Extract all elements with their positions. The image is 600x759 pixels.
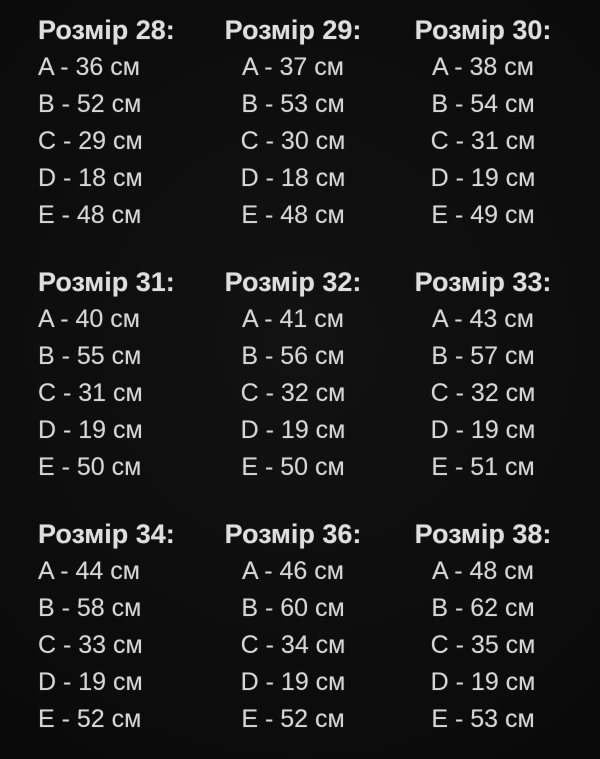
size-block-rows: A - 43 см B - 57 см C - 32 см D - 19 см E - … [400,301,566,486]
measurement-row: E - 52 см [241,705,345,733]
measurement-row: E - 52 см [38,705,142,733]
size-block-rows: A - 36 см B - 52 см C - 29 см D - 18 см E - … [38,49,200,234]
measurement-row: C - 35 см [430,631,536,659]
size-block-rows: A - 41 см B - 56 см C - 32 см D - 19 см E - … [200,301,386,486]
size-block: Розмір 28: A - 36 см B - 52 см C - 29 см D … [0,12,200,234]
measurement-row: E - 49 см [431,201,535,229]
measurement-row: A - 43 см [432,305,534,333]
measurement-row: A - 48 см [432,557,534,585]
measurement-row: C - 31 см [38,379,143,407]
size-chart: Розмір 28: A - 36 см B - 52 см C - 29 см D … [0,12,600,738]
size-block: Розмір 31: A - 40 см B - 55 см C - 31 см D … [0,264,200,486]
measurement-row: E - 50 см [38,453,142,481]
measurement-row: E - 48 см [241,201,345,229]
measurement-row: B - 54 см [431,90,535,118]
size-block-rows: A - 46 см B - 60 см C - 34 см D - 19 см E - … [200,553,386,738]
measurement-row: A - 36 см [38,53,140,81]
measurement-row: A - 41 см [242,305,344,333]
measurement-row: D - 19 см [240,668,346,696]
size-block-rows: A - 37 см B - 53 см C - 30 см D - 18 см E - … [200,49,386,234]
measurement-row: A - 38 см [432,53,534,81]
measurement-row: C - 32 см [430,379,536,407]
measurement-row: B - 55 см [38,342,142,370]
size-block-rows: A - 38 см B - 54 см C - 31 см D - 19 см E - … [400,49,566,234]
size-block: Розмір 36: A - 46 см B - 60 см C - 34 см D … [200,516,400,738]
size-block-rows: A - 40 см B - 55 см C - 31 см D - 19 см E - … [38,301,200,486]
size-block: Розмір 38: A - 48 см B - 62 см C - 35 см D … [400,516,600,738]
measurement-row: B - 56 см [241,342,345,370]
measurement-row: B - 58 см [38,594,142,622]
measurement-row: A - 44 см [38,557,140,585]
size-block: Розмір 33: A - 43 см B - 57 см C - 32 см D … [400,264,600,486]
size-block-title: Розмір 33: [414,267,552,297]
measurement-row: C - 33 см [38,631,143,659]
measurement-row: C - 34 см [240,631,346,659]
measurement-row: E - 53 см [431,705,535,733]
size-block: Розмір 29: A - 37 см B - 53 см C - 30 см D … [200,12,400,234]
size-block-title: Розмір 30: [414,15,552,45]
size-block-title: Розмір 34: [38,519,175,549]
measurement-row: D - 19 см [430,164,536,192]
measurement-row: B - 60 см [241,594,345,622]
measurement-row: D - 18 см [240,164,346,192]
size-block-rows: A - 48 см B - 62 см C - 35 см D - 19 см E - … [400,553,566,738]
measurement-row: C - 32 см [240,379,346,407]
size-block-title: Розмір 31: [38,267,175,297]
measurement-row: B - 53 см [241,90,345,118]
size-block-rows: A - 44 см B - 58 см C - 33 см D - 19 см E - … [38,553,200,738]
size-block: Розмір 32: A - 41 см B - 56 см C - 32 см D … [200,264,400,486]
size-block: Розмір 34: A - 44 см B - 58 см C - 33 см D … [0,516,200,738]
measurement-row: D - 19 см [38,668,143,696]
measurement-row: A - 37 см [242,53,344,81]
measurement-row: C - 29 см [38,127,143,155]
measurement-row: D - 19 см [240,416,346,444]
size-block-title: Розмір 38: [414,519,552,549]
measurement-row: D - 19 см [430,668,536,696]
measurement-row: D - 19 см [38,416,143,444]
measurement-row: A - 40 см [38,305,140,333]
measurement-row: E - 51 см [431,453,535,481]
measurement-row: B - 62 см [431,594,535,622]
measurement-row: C - 30 см [240,127,346,155]
measurement-row: D - 19 см [430,416,536,444]
measurement-row: A - 46 см [242,557,344,585]
measurement-row: C - 31 см [430,127,536,155]
measurement-row: D - 18 см [38,164,143,192]
size-block: Розмір 30: A - 38 см B - 54 см C - 31 см D … [400,12,600,234]
size-block-title: Розмір 32: [224,267,362,297]
measurement-row: E - 50 см [241,453,345,481]
size-block-title: Розмір 28: [38,15,175,45]
measurement-row: B - 57 см [431,342,535,370]
measurement-row: E - 48 см [38,201,142,229]
measurement-row: B - 52 см [38,90,142,118]
size-block-title: Розмір 36: [224,519,362,549]
size-block-title: Розмір 29: [224,15,362,45]
